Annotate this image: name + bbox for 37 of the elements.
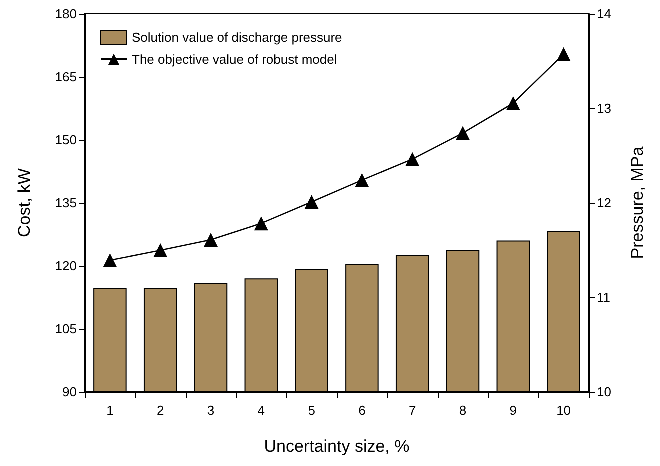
y2-tick-label: 14 (597, 6, 612, 22)
point (154, 243, 168, 258)
y-tick-label: 150 (55, 132, 77, 148)
y-tick-label: 135 (55, 196, 77, 210)
y2-tick-label: 12 (597, 196, 612, 210)
x-axis-title: Uncertainty size, % (264, 437, 410, 456)
x-tick-label: 7 (408, 403, 416, 418)
y-tick-label: 165 (55, 70, 77, 84)
y-tick-label: 120 (55, 258, 77, 274)
y2-tick-label: 11 (597, 290, 610, 305)
x-tick-label: 1 (106, 403, 114, 418)
y-tick-label: 90 (62, 384, 77, 400)
legend-label: Solution value of discharge pressure (132, 30, 342, 45)
legend-label: The objective value of robust model (132, 52, 338, 67)
point (304, 195, 319, 210)
x-tick-label: 10 (556, 403, 572, 418)
point (506, 96, 520, 110)
y-axis-title: Cost, kW (15, 168, 34, 238)
x-tick-label: 2 (156, 403, 164, 418)
y-tick-label: 180 (55, 6, 77, 22)
x-tick-label: 6 (358, 403, 366, 418)
x-tick-label: 3 (207, 403, 215, 418)
point (406, 152, 420, 166)
x-tick-label: 8 (459, 403, 467, 418)
x-tick-label: 5 (308, 403, 316, 418)
point (456, 126, 470, 140)
point (254, 216, 268, 231)
x-tick-label: 9 (510, 403, 518, 418)
y2-tick-label: 13 (597, 101, 612, 116)
point (355, 173, 370, 188)
y2-tick-label: 10 (597, 384, 612, 400)
point (556, 47, 571, 62)
point (204, 232, 218, 247)
y2-axis-title: Pressure, MPa (628, 146, 647, 260)
y-tick-label: 105 (55, 322, 77, 336)
point (103, 254, 118, 268)
x-tick-label: 4 (258, 403, 266, 418)
